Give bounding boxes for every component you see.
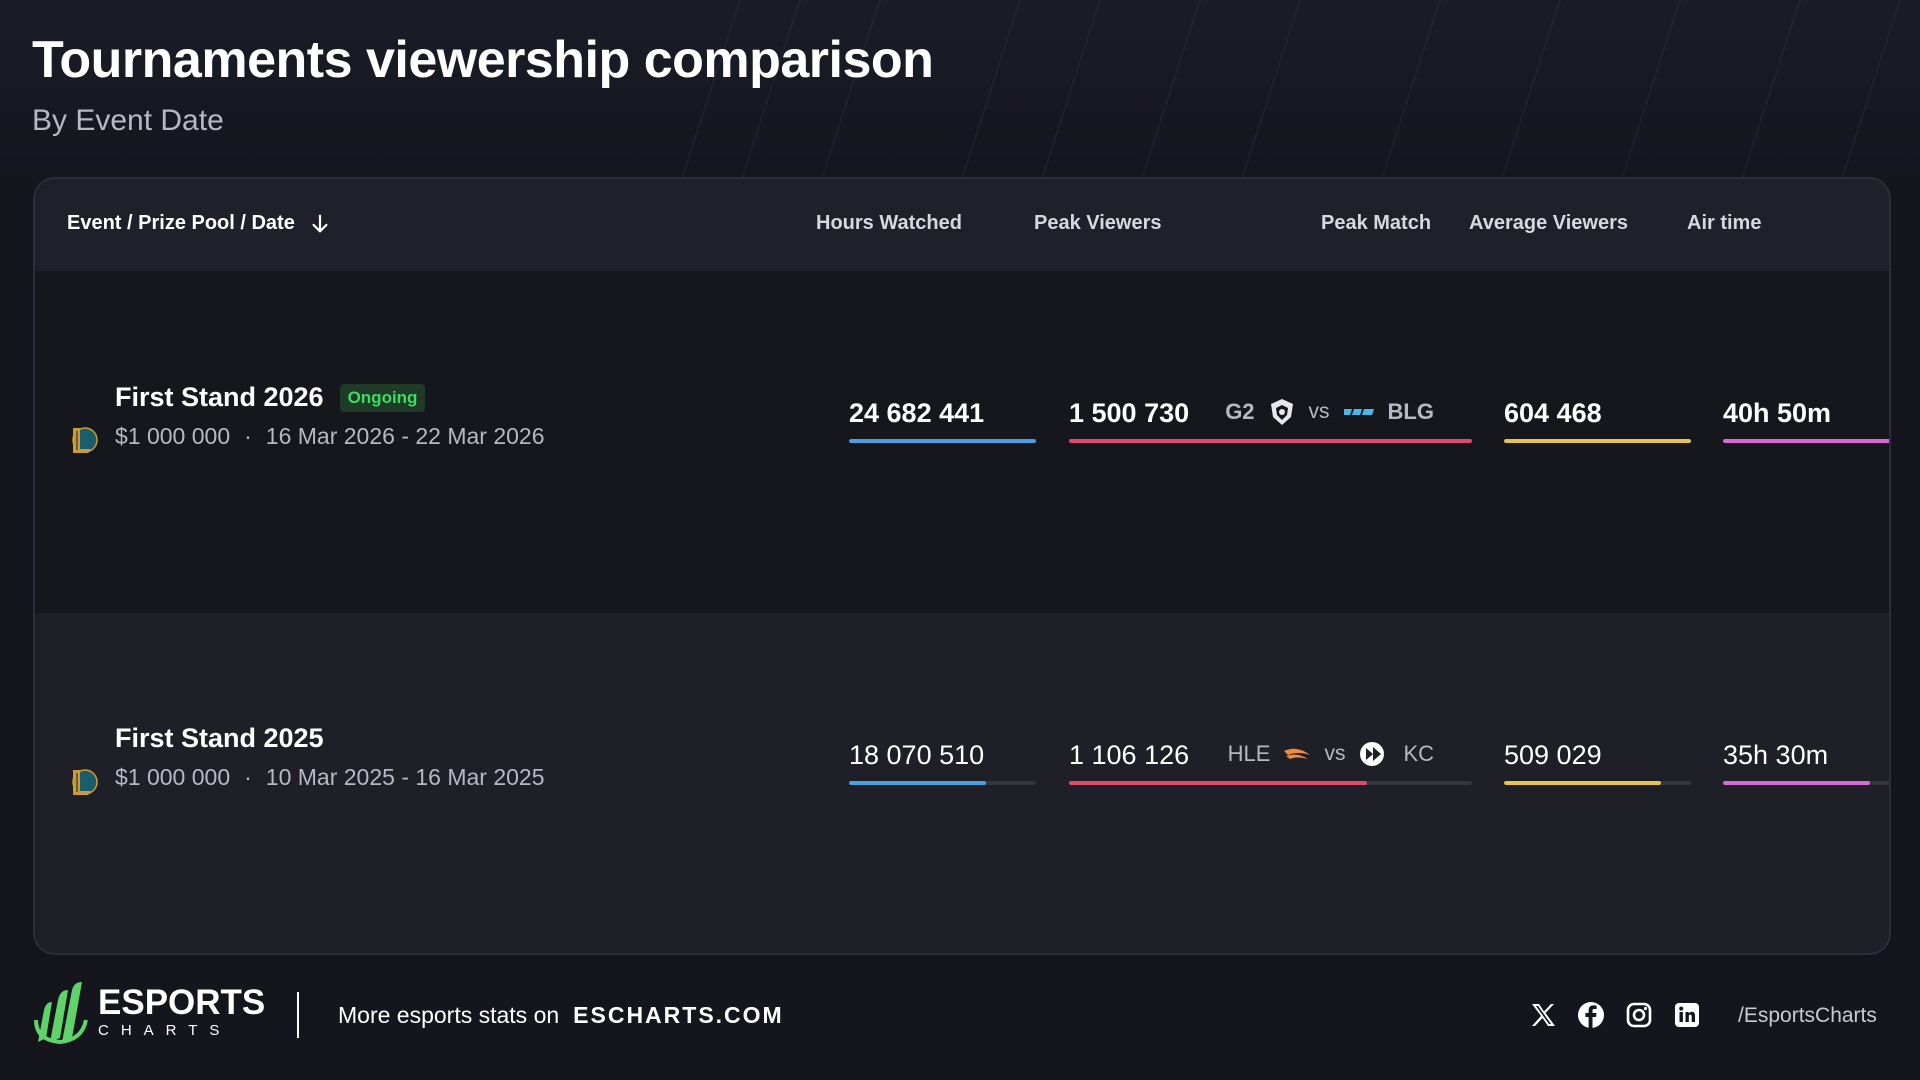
table-row[interactable]: First Stand 2025 $1 000 000 · 10 Mar 2025 …	[35, 613, 1889, 953]
table-header: Event / Prize Pool / Date Hours Watched …	[35, 179, 1889, 271]
column-header-peak-match: Peak Match	[1321, 212, 1432, 234]
comparison-table: Event / Prize Pool / Date Hours Watched …	[33, 177, 1891, 955]
page-subtitle: By Event Date	[32, 104, 224, 137]
team2-name: KC	[1403, 741, 1434, 766]
average-viewers-value: 509 029	[1504, 740, 1602, 770]
g2-logo-icon	[1270, 399, 1293, 425]
social-links	[1528, 1000, 1702, 1030]
event-dates: 10 Mar 2025 - 16 Mar 2025	[265, 764, 545, 790]
peak-bar	[1069, 439, 1472, 443]
airtime-value: 35h 30m	[1723, 740, 1829, 770]
promo-text: More esports stats on ESCHARTS.COM	[338, 1002, 784, 1029]
event-dates: 16 Mar 2026 - 22 Mar 2026	[265, 423, 545, 449]
x-icon[interactable]	[1528, 1000, 1558, 1030]
site-link[interactable]: ESCHARTS.COM	[573, 1002, 784, 1028]
peak-bar	[1069, 781, 1472, 785]
column-header-peak: Peak Viewers	[1034, 212, 1162, 234]
average-viewers-value: 604 468	[1504, 398, 1602, 428]
linkedin-icon[interactable]	[1672, 1000, 1702, 1030]
airtime-bar	[1723, 781, 1889, 785]
hours-bar-fill	[849, 781, 986, 785]
footer-divider	[297, 992, 299, 1038]
sort-by-event-button[interactable]: Event / Prize Pool / Date	[67, 212, 331, 235]
hle-logo-icon	[1284, 748, 1311, 759]
airtime-bar-fill	[1723, 781, 1871, 785]
peak-match: G2 vs BLG	[1225, 397, 1434, 427]
brand-logo[interactable]: ESPORTS CHARTS	[32, 980, 265, 1044]
table-row[interactable]: First Stand 2026 Ongoing $1 000 000 · 16 M…	[35, 271, 1889, 613]
average-bar-fill	[1504, 439, 1691, 443]
hours-bar	[849, 781, 1036, 785]
brand-name: ESPORTS	[98, 982, 266, 1022]
status-badge: Ongoing	[339, 383, 426, 412]
peak-match: HLE vs KC	[1228, 739, 1434, 769]
league-of-legends-icon	[72, 769, 98, 795]
promo-label: More esports stats on	[338, 1002, 560, 1028]
peak-viewers-value: 1 106 126	[1069, 740, 1190, 770]
team1-name: HLE	[1227, 741, 1271, 766]
footer: ESPORTS CHARTS More esports stats on ESCH…	[0, 980, 1920, 1060]
average-bar	[1504, 439, 1691, 443]
separator: ·	[244, 423, 252, 449]
esports-charts-logo-icon	[34, 982, 88, 1044]
hours-bar	[849, 439, 1036, 443]
event-title[interactable]: First Stand 2025	[115, 723, 324, 753]
team1-name: G2	[1225, 399, 1255, 424]
hours-bar-fill	[849, 439, 1036, 443]
average-bar-fill	[1504, 781, 1662, 785]
peak-bar-fill	[1069, 439, 1472, 443]
kc-logo-icon	[1360, 742, 1385, 766]
airtime-bar	[1723, 439, 1889, 443]
social-handle[interactable]: /EsportsCharts	[1738, 1004, 1877, 1027]
page-title: Tournaments viewership comparison	[32, 31, 934, 89]
airtime-value: 40h 50m	[1723, 398, 1832, 428]
vs-label: vs	[1308, 400, 1330, 423]
peak-bar-fill	[1069, 781, 1368, 785]
brand-subname: CHARTS	[98, 1021, 232, 1039]
prize-pool: $1 000 000	[115, 423, 231, 449]
peak-viewers-value: 1 500 730	[1069, 398, 1190, 428]
event-meta: $1 000 000 · 16 Mar 2026 - 22 Mar 2026	[115, 423, 545, 450]
league-of-legends-icon	[72, 427, 98, 453]
blg-logo-icon	[1343, 409, 1374, 415]
airtime-bar-fill	[1723, 439, 1889, 443]
event-meta: $1 000 000 · 10 Mar 2025 - 16 Mar 2025	[115, 764, 545, 791]
column-header-event: Event / Prize Pool / Date	[67, 212, 295, 234]
hours-watched-value: 18 070 510	[849, 740, 985, 770]
hours-watched-value: 24 682 441	[849, 398, 985, 428]
instagram-icon[interactable]	[1624, 1000, 1654, 1030]
event-name[interactable]: First Stand 2026 Ongoing	[115, 382, 426, 413]
column-header-hours: Hours Watched	[816, 212, 962, 234]
facebook-icon[interactable]	[1576, 1000, 1606, 1030]
event-title[interactable]: First Stand 2026	[115, 382, 324, 412]
prize-pool: $1 000 000	[115, 764, 231, 790]
vs-label: vs	[1324, 742, 1346, 765]
column-header-airtime: Air time	[1687, 212, 1762, 234]
event-name[interactable]: First Stand 2025	[115, 723, 324, 754]
separator: ·	[244, 764, 252, 790]
arrow-down-icon	[312, 214, 328, 232]
header-background	[0, 0, 1920, 200]
average-bar	[1504, 781, 1691, 785]
team2-name: BLG	[1387, 399, 1434, 424]
page-header: Tournaments viewership comparison By Eve…	[32, 30, 934, 138]
column-header-average: Average Viewers	[1469, 212, 1628, 234]
